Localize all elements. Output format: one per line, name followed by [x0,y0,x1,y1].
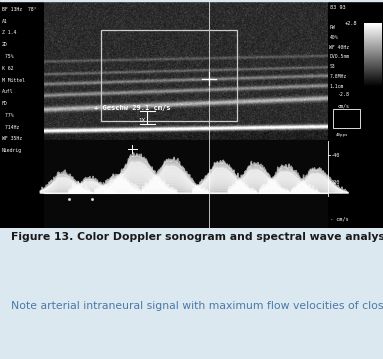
Text: 83 93: 83 93 [330,5,346,10]
Text: - cm/s: - cm/s [330,216,349,222]
Text: Figure 13. Color Doppler sonogram and spectral wave analysis in a patient with c: Figure 13. Color Doppler sonogram and sp… [11,232,383,242]
Text: Z 1.4: Z 1.4 [2,31,16,36]
Text: -20: -20 [330,180,339,185]
Text: 77%: 77% [2,113,13,118]
Text: Note arterial intraneural signal with maximum flow velocities of close to 30 cm/: Note arterial intraneural signal with ma… [11,301,383,311]
Text: WF 35Hz: WF 35Hz [2,136,22,141]
Point [89,197,95,202]
Text: cm/s: cm/s [337,104,349,109]
Text: -2.8: -2.8 [337,92,349,97]
Text: DVO.5nm: DVO.5nm [329,55,350,60]
Text: 40pps: 40pps [336,133,348,137]
Text: PW: PW [329,25,335,30]
Text: 7.0MHz: 7.0MHz [329,74,347,79]
Text: 714Hz: 714Hz [2,125,19,130]
Text: S3: S3 [329,64,335,69]
Bar [327,0,383,228]
Text: FD: FD [2,101,8,106]
Point [66,197,72,202]
Bar [101,30,237,121]
Text: 1.1cm: 1.1cm [329,84,344,89]
Text: Niedrig: Niedrig [2,148,22,153]
Text: + Geschw 29.1 cm/s: + Geschw 29.1 cm/s [94,105,170,111]
Bar [0,0,383,1]
Text: 40%: 40% [329,35,338,40]
Text: K 62: K 62 [2,66,13,71]
Bar [44,140,327,228]
Text: +2.8: +2.8 [345,20,357,25]
Bar [333,109,360,128]
Text: -40: -40 [330,153,339,158]
Text: 75%: 75% [2,54,13,59]
Text: M Mittel: M Mittel [2,78,25,83]
Text: BF 13Hz  78°: BF 13Hz 78° [2,7,36,12]
Text: WF 40Hz: WF 40Hz [329,45,350,50]
Text: 2D: 2D [2,42,8,47]
Bar [0,0,44,228]
Text: 1X: 1X [138,118,145,123]
Text: A1: A1 [2,19,8,24]
Text: Aufl: Aufl [2,89,13,94]
